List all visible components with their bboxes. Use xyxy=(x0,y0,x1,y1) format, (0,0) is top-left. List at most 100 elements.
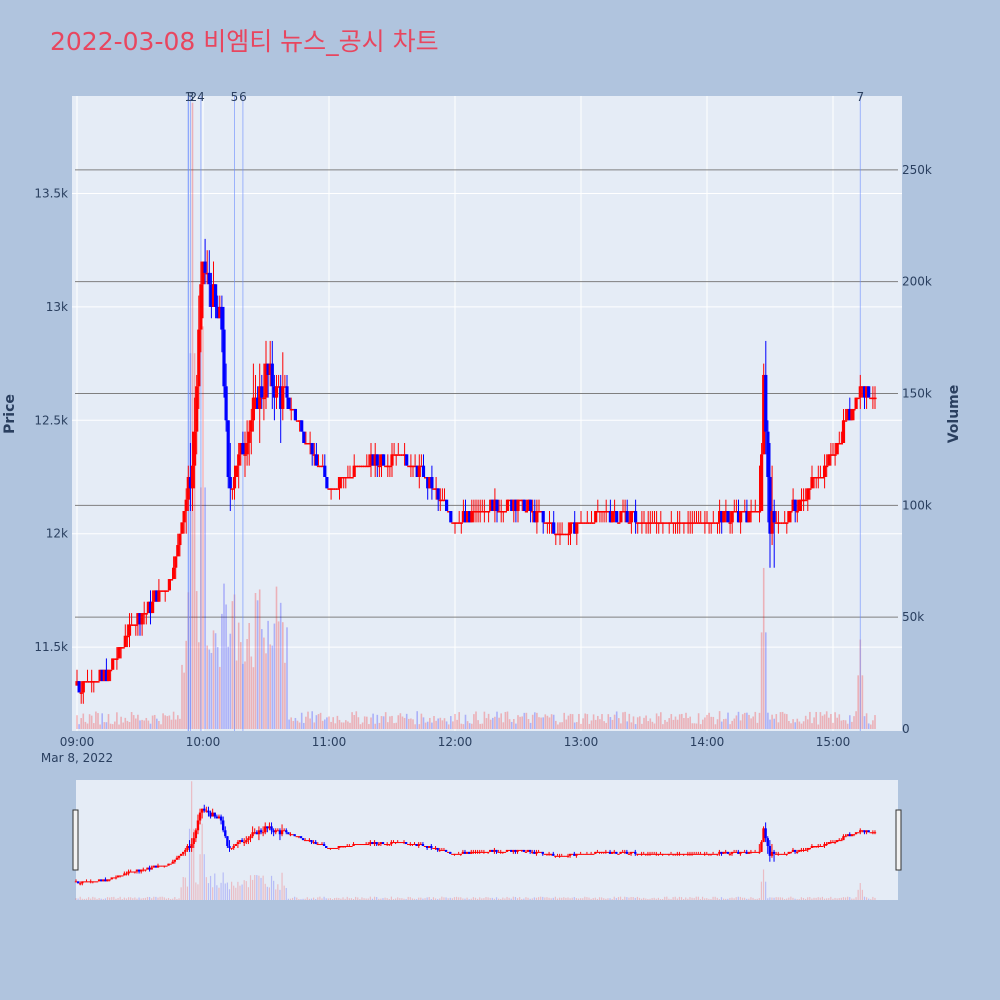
slider-volume-bar xyxy=(342,897,344,900)
candlestick xyxy=(862,386,867,409)
slider-volume-bar xyxy=(140,898,142,900)
range-slider-left-handle[interactable] xyxy=(72,809,79,871)
slider-volume-bar xyxy=(558,897,561,900)
slider-volume-bar xyxy=(634,897,636,900)
candlestick xyxy=(608,499,612,523)
candlestick xyxy=(258,363,262,443)
slider-candlestick xyxy=(581,853,584,855)
slider-volume-bar xyxy=(132,898,134,900)
candlestick xyxy=(327,488,331,490)
volume-bar xyxy=(357,717,360,729)
slider-volume-bar xyxy=(664,896,666,900)
slider-volume-bar xyxy=(796,899,798,900)
candlestick xyxy=(235,465,239,477)
candlestick xyxy=(88,681,92,683)
slider-volume-bar xyxy=(462,898,464,900)
slider-candlestick xyxy=(371,842,374,845)
volume-bar xyxy=(418,724,421,729)
slider-volume-bar xyxy=(741,897,744,900)
volume-bar xyxy=(861,675,864,729)
candlestick xyxy=(589,511,594,524)
slider-volume-bar xyxy=(348,898,350,900)
slider-volume-bar xyxy=(304,898,306,900)
candlestick xyxy=(159,590,163,592)
slider-candlestick xyxy=(619,851,622,854)
volume-bar xyxy=(267,620,269,729)
volume-bar xyxy=(504,711,507,729)
candlestick xyxy=(193,397,197,489)
candlestick xyxy=(873,386,877,409)
news-marker-label: 4 xyxy=(197,90,205,104)
slider-volume-bar xyxy=(874,897,876,900)
slider-volume-bar xyxy=(712,896,714,900)
candlestick xyxy=(694,511,699,524)
slider-volume-bar xyxy=(346,896,348,900)
slider-volume-bar xyxy=(172,898,174,900)
slider-candlestick xyxy=(554,855,557,858)
range-slider-right-handle[interactable] xyxy=(895,809,902,871)
slider-candlestick xyxy=(364,842,368,846)
volume-bar xyxy=(607,714,610,729)
slider-candlestick xyxy=(852,834,856,837)
volume-bar xyxy=(214,633,217,729)
volume-bar xyxy=(380,716,383,729)
candlestick xyxy=(455,522,459,524)
slider-volume-bar xyxy=(508,897,510,900)
volume-bar xyxy=(828,717,830,729)
slider-candlestick xyxy=(478,849,481,854)
candlestick xyxy=(602,511,606,523)
slider-candlestick xyxy=(739,851,742,856)
slider-volume-bar xyxy=(167,897,170,900)
slider-volume-bar xyxy=(695,896,697,900)
candlestick xyxy=(186,465,190,512)
price-tick-label: 13k xyxy=(46,300,68,314)
slider-volume-bar xyxy=(619,896,622,900)
volume-bar xyxy=(752,716,754,729)
slider-volume-bar xyxy=(748,898,750,900)
candlestick xyxy=(757,465,762,523)
slider-volume-bar xyxy=(693,898,695,900)
slider-candlestick xyxy=(139,869,143,874)
candlestick xyxy=(541,511,545,534)
slider-volume-bar xyxy=(592,898,594,900)
volume-bar xyxy=(632,716,635,729)
price-tick-label: 13.5k xyxy=(34,187,68,201)
slider-volume-bar xyxy=(601,897,603,900)
slider-volume-bar xyxy=(857,889,859,900)
slider-candlestick xyxy=(337,846,341,850)
volume-bar xyxy=(170,719,173,729)
slider-volume-bar xyxy=(268,887,271,900)
candlestick xyxy=(797,499,801,512)
slider-volume-bar xyxy=(386,898,388,900)
volume-bar xyxy=(521,716,523,729)
candlestick xyxy=(789,511,793,523)
slider-candlestick xyxy=(169,863,172,865)
candlestick xyxy=(526,499,531,512)
slider-candlestick xyxy=(259,828,263,835)
slider-candlestick xyxy=(785,853,788,856)
slider-candlestick xyxy=(415,844,418,846)
slider-volume-bar xyxy=(823,898,826,900)
slider-candlestick xyxy=(777,851,780,856)
volume-bar xyxy=(363,716,366,729)
slider-candlestick xyxy=(608,849,612,854)
volume-bar xyxy=(111,724,114,729)
slider-volume-bar xyxy=(90,898,92,900)
candlestick xyxy=(245,420,249,466)
slider-volume-bar xyxy=(750,897,752,900)
range-slider-preview xyxy=(74,781,877,900)
slider-volume-bar xyxy=(430,899,432,900)
slider-candlestick xyxy=(129,869,132,873)
candlestick xyxy=(827,454,831,466)
slider-candlestick xyxy=(108,879,111,882)
candlestick xyxy=(424,477,428,479)
candlestick xyxy=(151,590,155,614)
slider-candlestick xyxy=(177,855,181,860)
range-slider[interactable] xyxy=(76,780,898,900)
volume-bar xyxy=(128,722,131,729)
slider-volume-bar xyxy=(75,898,77,900)
slider-candlestick xyxy=(249,834,252,843)
slider-volume-bar xyxy=(725,898,727,900)
volume-bar xyxy=(567,715,570,729)
slider-candlestick xyxy=(367,842,370,846)
